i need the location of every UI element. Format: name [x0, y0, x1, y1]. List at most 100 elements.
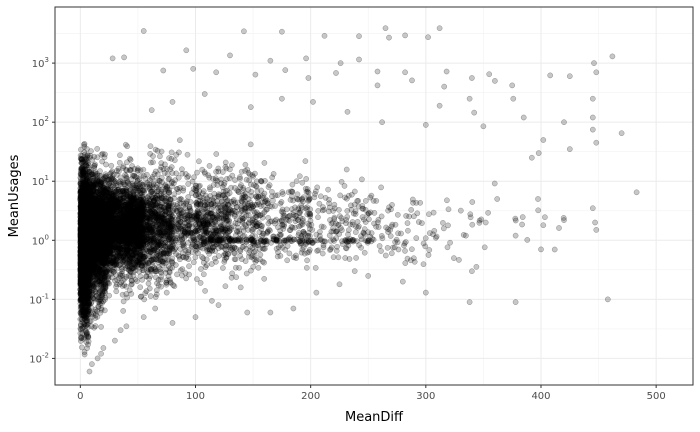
- data-point: [80, 265, 87, 271]
- data-point: [82, 215, 89, 221]
- data-point: [87, 318, 94, 325]
- data-point: [83, 294, 89, 301]
- data-point: [81, 149, 88, 155]
- data-point: [83, 201, 89, 207]
- data-point: [91, 162, 98, 169]
- data-point: [84, 289, 91, 296]
- data-point: [85, 338, 92, 345]
- data-point: [80, 249, 87, 256]
- data-point: [84, 315, 90, 322]
- data-point: [88, 311, 95, 318]
- data-point: [84, 229, 91, 236]
- data-point: [78, 229, 85, 236]
- data-point: [86, 266, 93, 273]
- data-point: [78, 270, 85, 277]
- data-point: [80, 253, 87, 259]
- data-point: [80, 206, 87, 212]
- data-point: [83, 215, 90, 222]
- data-point: [79, 303, 85, 309]
- data-point: [82, 172, 88, 179]
- data-point: [81, 281, 88, 287]
- data-point: [86, 214, 93, 220]
- data-point: [82, 273, 88, 280]
- data-point: [77, 227, 84, 234]
- data-point: [77, 290, 84, 297]
- data-point: [79, 325, 86, 331]
- data-point: [87, 294, 93, 301]
- data-point: [83, 205, 90, 212]
- data-point: [84, 225, 90, 231]
- data-point: [81, 249, 88, 255]
- data-point: [80, 287, 86, 293]
- data-point: [77, 233, 84, 240]
- data-point: [93, 286, 100, 293]
- data-point: [78, 176, 84, 182]
- data-point: [79, 193, 86, 200]
- data-point: [86, 269, 92, 276]
- data-point: [80, 246, 87, 253]
- data-point: [83, 156, 90, 162]
- data-point: [84, 192, 91, 199]
- data-point: [86, 260, 92, 266]
- data-point: [90, 281, 97, 288]
- data-point: [77, 260, 84, 267]
- data-point: [108, 162, 115, 169]
- data-point: [78, 197, 85, 204]
- data-point: [84, 265, 91, 271]
- data-point: [81, 349, 88, 355]
- data-point: [81, 188, 88, 194]
- data-point: [85, 301, 91, 308]
- data-point: [82, 229, 89, 236]
- data-point: [82, 265, 89, 272]
- data-point: [82, 262, 89, 269]
- data-point: [83, 207, 89, 214]
- data-point: [77, 217, 84, 224]
- data-point: [81, 246, 87, 253]
- data-point: [77, 300, 84, 307]
- data-point: [81, 315, 88, 321]
- data-point: [86, 250, 93, 257]
- data-point: [85, 198, 92, 205]
- data-point: [79, 217, 85, 224]
- data-point: [93, 293, 100, 299]
- data-point: [83, 229, 89, 236]
- data-point: [81, 231, 87, 238]
- data-point: [79, 261, 85, 268]
- data-point: [78, 165, 85, 172]
- data-point: [82, 211, 89, 218]
- data-point: [81, 201, 88, 208]
- data-point: [77, 265, 84, 272]
- data-point: [85, 341, 91, 348]
- data-point: [86, 239, 93, 245]
- data-point: [84, 181, 91, 188]
- data-point: [82, 265, 89, 271]
- data-point: [79, 183, 86, 190]
- data-point: [95, 304, 102, 310]
- data-point: [77, 246, 84, 253]
- data-point: [77, 270, 84, 276]
- data-point: [81, 272, 88, 278]
- data-point: [77, 275, 84, 282]
- data-point: [83, 213, 90, 220]
- data-point: [82, 262, 88, 269]
- data-point: [83, 239, 90, 245]
- data-point: [82, 161, 89, 168]
- data-point: [85, 333, 92, 340]
- data-point: [84, 245, 91, 252]
- data-point: [81, 270, 87, 277]
- data-point: [77, 338, 84, 344]
- data-point: [78, 237, 85, 244]
- data-point: [83, 213, 90, 220]
- data-point: [78, 291, 85, 298]
- data-point: [83, 186, 90, 193]
- data-point: [79, 224, 86, 231]
- data-point: [80, 215, 87, 222]
- data-point: [78, 206, 85, 212]
- data-point: [94, 176, 101, 183]
- data-point: [86, 257, 93, 264]
- data-point: [83, 280, 90, 286]
- data-point: [86, 200, 92, 207]
- data-point: [78, 240, 85, 246]
- data-point: [81, 276, 88, 282]
- data-point: [80, 220, 86, 226]
